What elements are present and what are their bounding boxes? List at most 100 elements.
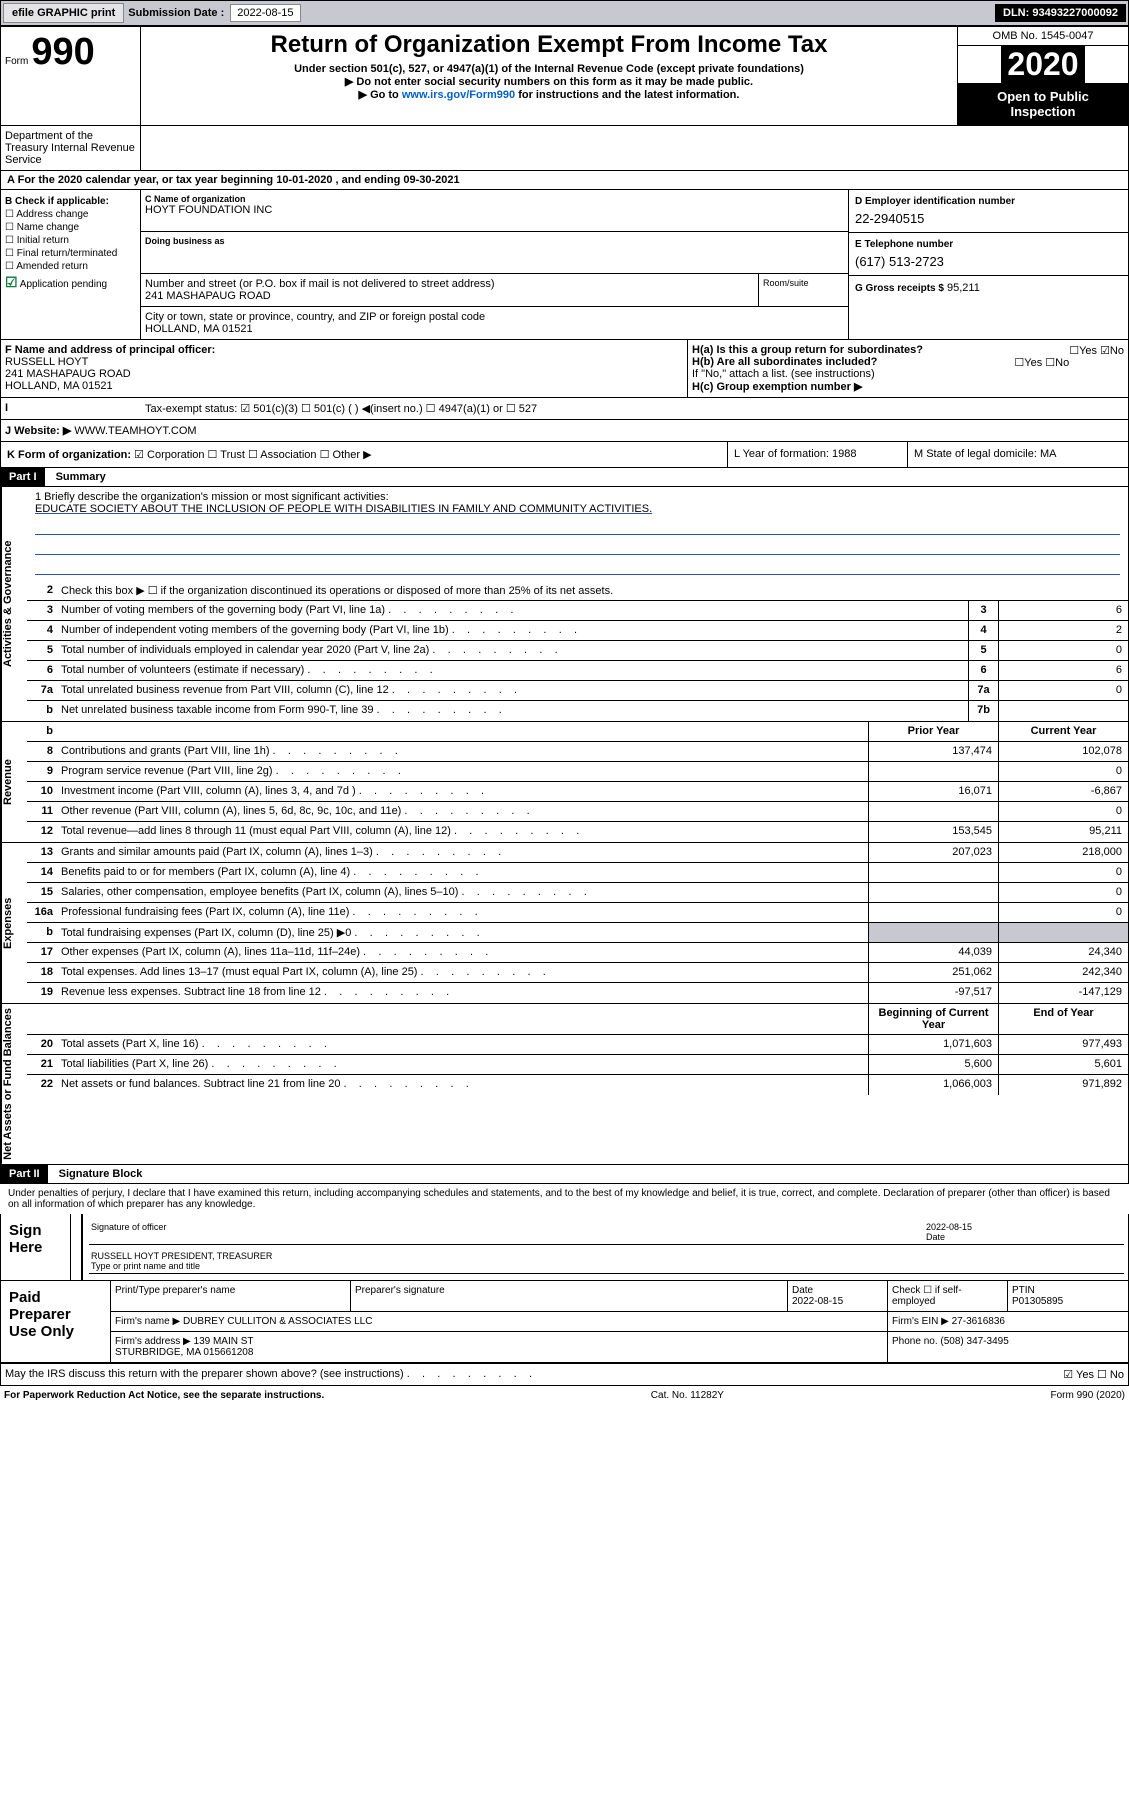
ha-answer[interactable]: ☐Yes ☑No [1069,344,1124,357]
street-label: Number and street (or P.O. box if mail i… [145,278,754,290]
check-final-return[interactable]: ☐ Final return/terminated [5,248,136,259]
netassets-section: Net Assets or Fund Balances Beginning of… [0,1004,1129,1165]
omb-cell: OMB No. 1545-0047 2020 Open to Public In… [958,27,1128,125]
line21-prior: 5,600 [868,1055,998,1074]
line4-box: 4 [968,621,998,640]
signature-officer-label: Signature of officer [91,1222,166,1232]
firm-addr-label: Firm's address ▶ [115,1336,191,1347]
sign-date-label: Date [926,1232,945,1242]
check-name-change[interactable]: ☐ Name change [5,222,136,233]
check-initial-return[interactable]: ☐ Initial return [5,235,136,246]
instruction-2: ▶ Go to www.irs.gov/Form990 for instruct… [145,88,953,101]
expenses-tab: Expenses [1,843,27,1003]
line22-desc: Net assets or fund balances. Subtract li… [57,1075,868,1095]
lineb-current [998,923,1128,942]
firm-phone-label: Phone no. [892,1336,938,1347]
line10-current: -6,867 [998,782,1128,801]
efile-print-button[interactable]: efile GRAPHIC print [3,3,124,23]
tax-status-options[interactable]: ☑ 501(c)(3) ☐ 501(c) ( ) ◀(insert no.) ☐… [240,403,537,415]
mission-question: 1 Briefly describe the organization's mi… [35,491,1120,503]
check-application-pending[interactable]: ☑ Application pending [5,274,136,291]
ha-label: H(a) Is this a group return for subordin… [692,344,923,356]
form990-link[interactable]: www.irs.gov/Form990 [402,89,515,101]
dba-box: Doing business as [141,232,848,274]
line6-desc: Total number of volunteers (estimate if … [57,661,968,680]
line20-current: 977,493 [998,1035,1128,1054]
line3-desc: Number of voting members of the governin… [57,601,968,620]
main-grid: B Check if applicable: ☐ Address change … [0,190,1129,340]
netassets-tab: Net Assets or Fund Balances [1,1004,27,1164]
phone-value: (617) 513-2723 [855,250,1122,269]
discuss-question: May the IRS discuss this return with the… [5,1368,984,1381]
discuss-answer[interactable]: ☑ Yes ☐ No [984,1368,1124,1381]
line3-box: 3 [968,601,998,620]
form-org-options[interactable]: ☑ Corporation ☐ Trust ☐ Association ☐ Ot… [134,449,371,461]
line7a-value: 0 [998,681,1128,700]
line21-current: 5,601 [998,1055,1128,1074]
ein-value: 22-2940515 [855,207,1122,226]
hb-note: If "No," attach a list. (see instruction… [692,368,1124,380]
prior-year-header: Prior Year [868,722,998,741]
right-column: D Employer identification number 22-2940… [848,190,1128,339]
line17-current: 24,340 [998,943,1128,962]
line17-prior: 44,039 [868,943,998,962]
ein-box: D Employer identification number 22-2940… [849,190,1128,233]
line13-desc: Grants and similar amounts paid (Part IX… [57,843,868,862]
penalty-statement: Under penalties of perjury, I declare th… [0,1184,1129,1214]
prep-self-employed-cell[interactable]: Check ☐ if self-employed [888,1281,1008,1311]
type-name-label: Type or print name and title [91,1261,200,1271]
line7a-box: 7a [968,681,998,700]
officer-name: RUSSELL HOYT [5,356,683,368]
group-return-box: H(a) Is this a group return for subordin… [688,340,1128,397]
line20-desc: Total assets (Part X, line 16) [57,1035,868,1054]
form-number: 990 [31,31,94,73]
line9-prior [868,762,998,781]
line5-box: 5 [968,641,998,660]
footer-form-version: Form 990 (2020) [1051,1390,1125,1401]
mission-text: EDUCATE SOCIETY ABOUT THE INCLUSION OF P… [35,503,1120,515]
ein-label: D Employer identification number [855,196,1122,207]
sign-here-content: Signature of officer 2022-08-15Date RUSS… [81,1214,1128,1280]
discuss-row: May the IRS discuss this return with the… [0,1364,1129,1386]
year-formation: L Year of formation: 1988 [728,442,908,467]
governance-tab: Activities & Governance [1,487,27,721]
line19-current: -147,129 [998,983,1128,1003]
hb-answer[interactable]: ☐Yes ☐No [1014,356,1069,369]
check-address-change[interactable]: ☐ Address change [5,209,136,220]
check-amended-return[interactable]: ☐ Amended return [5,261,136,272]
omb-number: OMB No. 1545-0047 [958,27,1128,46]
officer-addr2: HOLLAND, MA 01521 [5,380,683,392]
line22-prior: 1,066,003 [868,1075,998,1095]
header-row: Form 990 Return of Organization Exempt F… [0,26,1129,126]
form-label: Form [5,56,28,67]
line20-prior: 1,071,603 [868,1035,998,1054]
line13-prior: 207,023 [868,843,998,862]
tax-status-label: Tax-exempt status: [145,403,237,415]
line10-prior: 16,071 [868,782,998,801]
line12-prior: 153,545 [868,822,998,842]
form-org-label: K Form of organization: [7,449,131,461]
submission-date-value: 2022-08-15 [230,4,300,22]
tax-exempt-status-row: I Tax-exempt status: ☑ 501(c)(3) ☐ 501(c… [0,398,1129,420]
name-column: C Name of organization HOYT FOUNDATION I… [141,190,848,339]
dept-row: Department of the Treasury Internal Reve… [0,126,1129,171]
beginning-year-header: Beginning of Current Year [868,1004,998,1034]
firm-name-value: DUBREY CULLITON & ASSOCIATES LLC [183,1316,373,1327]
city-box: City or town, state or province, country… [141,307,848,339]
website-value[interactable]: WWW.TEAMHOYT.COM [74,425,196,437]
mission-blank-line [35,537,1120,555]
part2-header-row: Part II Signature Block [0,1165,1129,1184]
phone-label: E Telephone number [855,239,1122,250]
line18-current: 242,340 [998,963,1128,982]
mission-blank-line [35,517,1120,535]
lineb-box: 7b [968,701,998,721]
org-name-value: HOYT FOUNDATION INC [145,204,844,216]
firm-addr1: 139 MAIN ST [194,1336,254,1347]
form-org-left: K Form of organization: ☑ Corporation ☐ … [1,442,728,467]
signature-block: Sign Here Signature of officer 2022-08-1… [0,1214,1129,1364]
form-subtitle: Under section 501(c), 527, or 4947(a)(1)… [145,63,953,75]
tax-year-text: For the 2020 calendar year, or tax year … [18,174,460,186]
line12-desc: Total revenue—add lines 8 through 11 (mu… [57,822,868,842]
line12-current: 95,211 [998,822,1128,842]
line16a-prior [868,903,998,922]
